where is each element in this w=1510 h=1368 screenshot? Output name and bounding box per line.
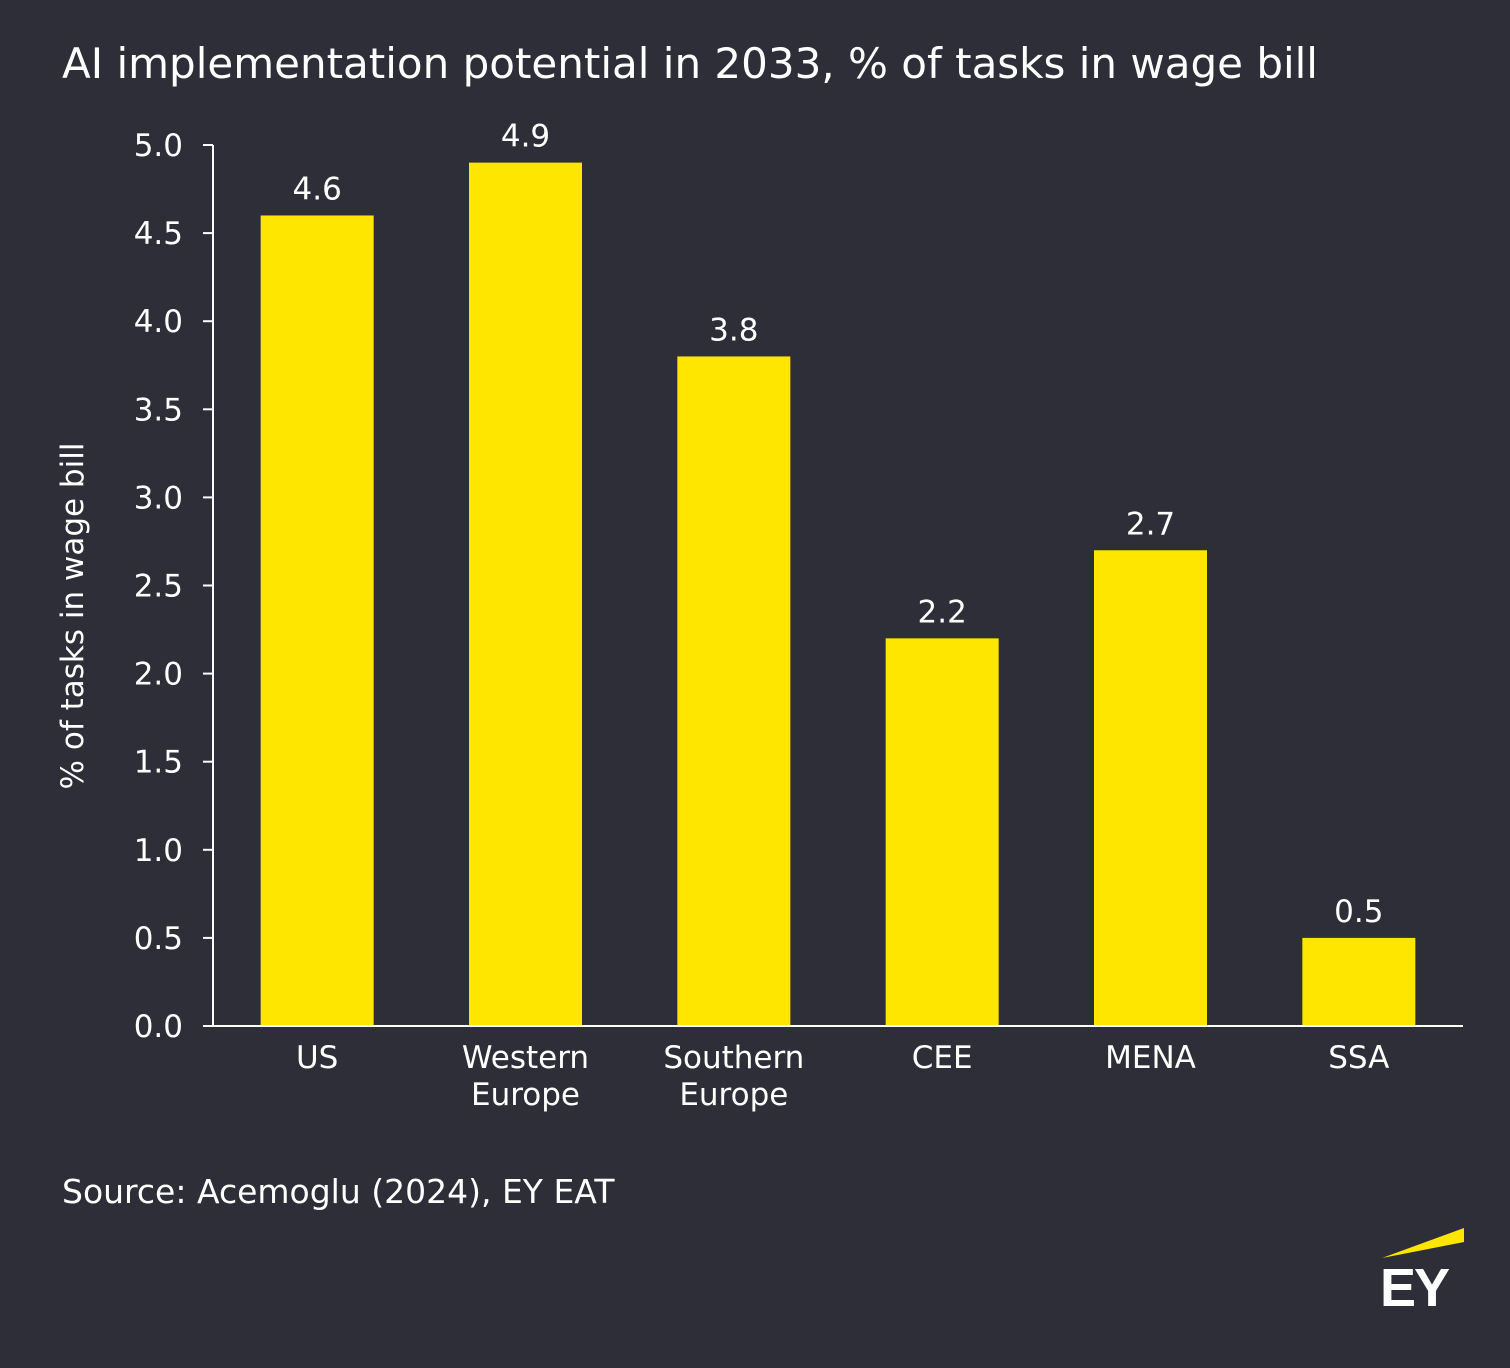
- x-category-label: US: [296, 1040, 338, 1076]
- y-tick-label: 0.5: [134, 921, 183, 957]
- y-axis-ticks: 0.0 0.5 1.0 1.5 2.0 2.5 3.0 3.5 4.0 4.5 5.0: [134, 128, 213, 1045]
- y-tick-label: 1.5: [134, 745, 183, 781]
- bar: [260, 215, 374, 1027]
- y-tick-label: 4.5: [134, 216, 183, 252]
- bars-group: [260, 162, 1416, 1027]
- bar-value-label: 3.8: [709, 312, 758, 348]
- logo-text: EY: [1380, 1258, 1450, 1318]
- x-category-label: Western Europe: [462, 1040, 589, 1113]
- x-category-label-line: MENA: [1105, 1040, 1196, 1076]
- source-note: Source: Acemoglu (2024), EY EAT: [62, 1172, 615, 1211]
- x-category-label-line: Europe: [471, 1077, 580, 1113]
- value-labels-group: 4.6 4.9 3.8 2.2 2.7 0.5: [293, 119, 1384, 930]
- x-category-label: CEE: [912, 1040, 973, 1076]
- y-tick-label: 2.0: [134, 657, 183, 693]
- bar-value-label: 4.9: [501, 119, 550, 155]
- x-category-label: MENA: [1105, 1040, 1196, 1076]
- bar-value-label: 0.5: [1334, 894, 1383, 930]
- y-axis-title: % of tasks in wage bill: [55, 443, 91, 790]
- y-tick-label: 3.5: [134, 392, 183, 428]
- bar: [1302, 937, 1416, 1026]
- x-category-label-line: Southern: [663, 1040, 804, 1076]
- bar-chart: 0.0 0.5 1.0 1.5 2.0 2.5 3.0 3.5 4.0 4.5 5.0 4.6 4.9…: [55, 119, 1463, 1113]
- bar: [677, 356, 791, 1026]
- bar-value-label: 4.6: [293, 171, 342, 207]
- bar: [469, 162, 582, 1026]
- x-category-label: SSA: [1328, 1040, 1389, 1076]
- x-category-label-line: Western: [462, 1040, 589, 1076]
- x-category-label-line: Europe: [679, 1077, 788, 1113]
- logo-beam-icon: [1382, 1228, 1464, 1258]
- y-tick-label: 4.0: [134, 304, 183, 340]
- y-tick-label: 2.5: [134, 569, 183, 605]
- bar: [885, 638, 999, 1026]
- y-tick-label: 0.0: [134, 1009, 183, 1045]
- x-category-label-line: CEE: [912, 1040, 973, 1076]
- y-tick-label: 5.0: [134, 128, 183, 164]
- bar-value-label: 2.7: [1126, 506, 1175, 542]
- y-tick-label: 3.0: [134, 480, 183, 516]
- x-category-label-line: SSA: [1328, 1040, 1389, 1076]
- bar: [1094, 550, 1207, 1026]
- y-tick-label: 1.0: [134, 833, 183, 869]
- chart-title: AI implementation potential in 2033, % o…: [62, 39, 1318, 88]
- ey-logo: EY: [1372, 1222, 1472, 1322]
- x-category-label-line: US: [296, 1040, 338, 1076]
- bar-value-label: 2.2: [918, 594, 967, 630]
- x-category-label: Southern Europe: [663, 1040, 804, 1113]
